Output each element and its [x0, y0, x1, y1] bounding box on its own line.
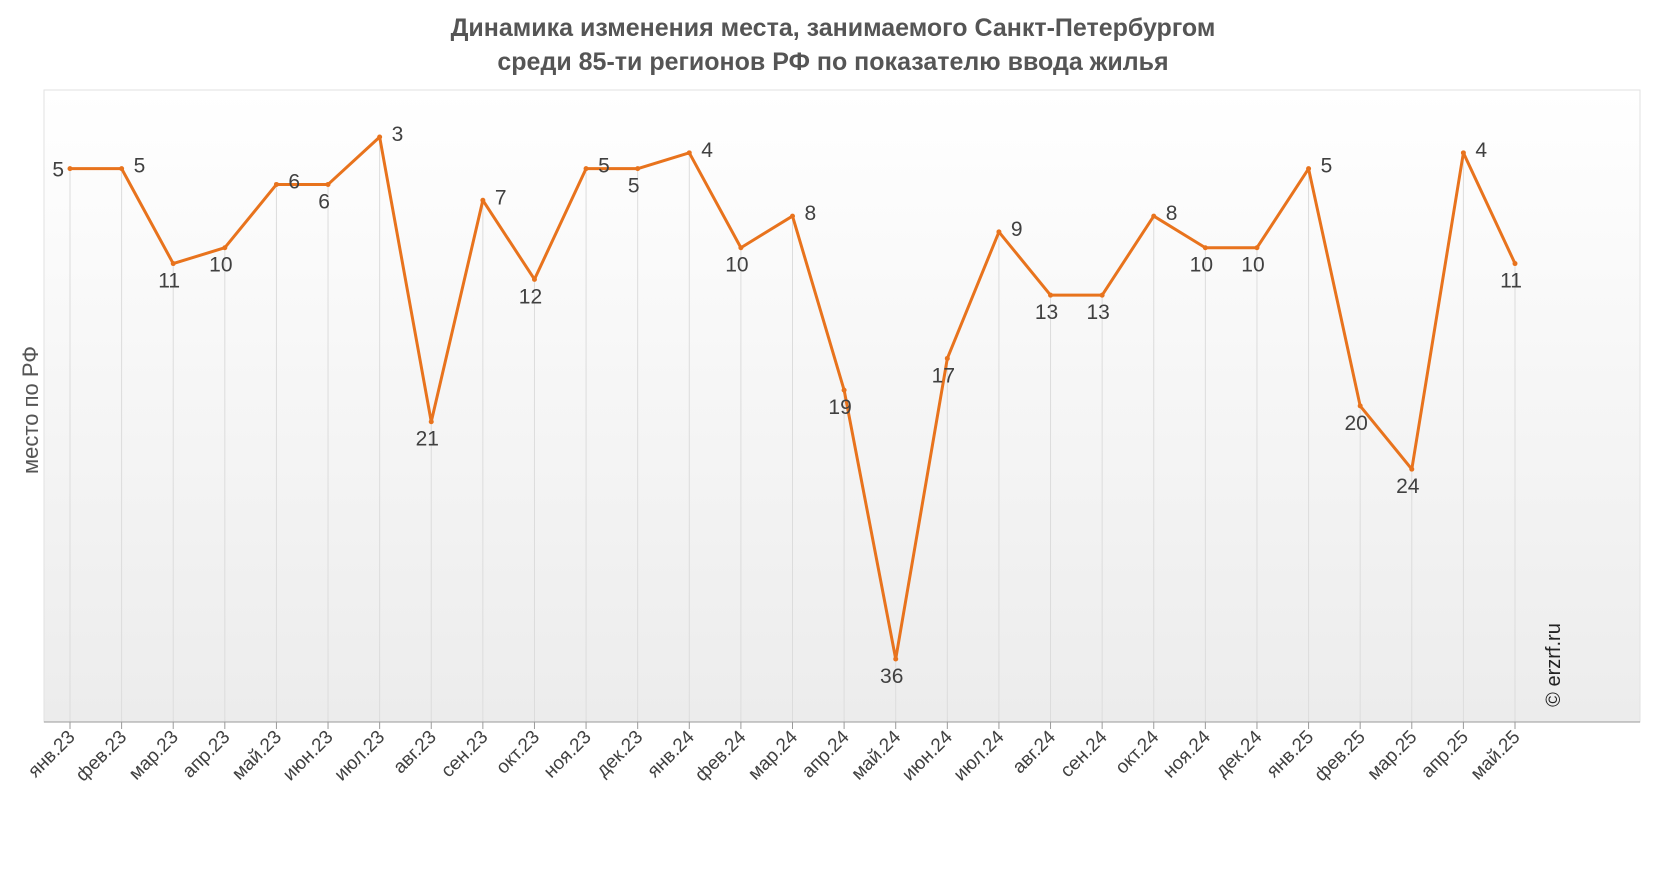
- data-label: 19: [828, 396, 851, 419]
- x-tick-label: янв.24: [643, 726, 699, 782]
- data-label: 9: [1011, 218, 1023, 241]
- data-point: [996, 229, 1002, 235]
- data-point: [1409, 466, 1415, 472]
- x-tick-label: июн.23: [279, 727, 338, 786]
- data-label: 20: [1344, 412, 1367, 435]
- data-label: 5: [52, 159, 64, 182]
- data-point: [686, 150, 692, 156]
- data-label: 8: [1166, 202, 1178, 225]
- x-tick-label: сен.24: [1057, 726, 1112, 781]
- data-point: [1254, 245, 1260, 251]
- x-tick-label: фев.25: [1311, 727, 1370, 786]
- x-tick-label: май.23: [228, 727, 286, 785]
- data-label: 13: [1035, 301, 1058, 324]
- data-point: [428, 419, 434, 425]
- data-point: [480, 197, 486, 203]
- data-point: [1306, 166, 1312, 172]
- data-point: [1048, 292, 1054, 298]
- chart-title-line-2: среди 85-ти регионов РФ по показателю вв…: [497, 48, 1169, 76]
- data-point: [377, 134, 383, 140]
- x-tick-label: окт.23: [492, 727, 544, 779]
- x-tick-label: апр.23: [179, 727, 235, 783]
- data-point: [1151, 213, 1157, 219]
- data-label: 11: [1500, 270, 1522, 293]
- data-point: [67, 166, 73, 172]
- x-tick-label: июл.23: [331, 727, 390, 786]
- data-point: [1512, 261, 1518, 267]
- data-point: [222, 245, 228, 251]
- x-tick-label: фев.24: [691, 726, 750, 785]
- x-tick-label: ноя.23: [540, 727, 596, 783]
- data-point: [119, 166, 125, 172]
- x-tick-label: авг.23: [389, 727, 440, 778]
- data-point: [841, 387, 847, 393]
- x-tick-label: мар.23: [125, 727, 183, 785]
- x-tick-label: апр.25: [1417, 727, 1473, 783]
- x-tick-label: июн.24: [898, 726, 957, 785]
- data-point: [1460, 150, 1466, 156]
- data-label: 13: [1086, 301, 1109, 324]
- data-point: [944, 355, 950, 361]
- x-tick-label: янв.23: [24, 727, 79, 782]
- data-label: 8: [805, 202, 817, 225]
- data-label: 3: [392, 123, 404, 146]
- data-label: 5: [1321, 155, 1333, 178]
- data-label: 11: [158, 270, 180, 293]
- x-tick-label: дек.23: [592, 727, 647, 782]
- data-label: 5: [134, 155, 146, 178]
- data-label: 7: [495, 186, 507, 209]
- data-label: 6: [288, 170, 300, 193]
- data-label: 12: [519, 285, 542, 308]
- data-label: 36: [880, 665, 903, 688]
- data-point: [1202, 245, 1208, 251]
- data-label: 4: [1475, 139, 1487, 162]
- data-label: 10: [1190, 254, 1213, 277]
- data-label: 17: [932, 364, 955, 387]
- x-tick-label: май.24: [848, 726, 906, 784]
- data-label: 5: [598, 155, 610, 178]
- chart-title-line-1: Динамика изменения места, занимаемого Са…: [450, 14, 1216, 42]
- data-point: [635, 166, 641, 172]
- data-point: [531, 276, 537, 282]
- data-label: 24: [1396, 475, 1420, 498]
- data-label: 10: [209, 254, 232, 277]
- x-tick-label: сен.23: [437, 727, 492, 782]
- data-point: [738, 245, 744, 251]
- data-label: 4: [701, 139, 713, 162]
- y-axis-label: место по РФ: [18, 346, 43, 474]
- data-label: 6: [318, 190, 330, 213]
- data-label: 10: [725, 254, 748, 277]
- data-point: [325, 181, 331, 187]
- data-label: 21: [416, 428, 439, 451]
- x-tick-label: ноя.24: [1159, 726, 1215, 782]
- credit-text: © erzrf.ru: [1543, 623, 1565, 707]
- x-tick-label: авг.24: [1009, 726, 1061, 778]
- data-point: [583, 166, 589, 172]
- data-point: [170, 261, 176, 267]
- x-tick-label: окт.24: [1112, 726, 1164, 778]
- data-point: [790, 213, 795, 219]
- data-point: [273, 181, 279, 187]
- x-tick-label: май.25: [1467, 727, 1525, 785]
- data-point: [1099, 292, 1105, 298]
- x-tick-label: мар.24: [744, 726, 802, 784]
- x-tick-label: янв.25: [1263, 727, 1318, 782]
- data-point: [1357, 403, 1363, 409]
- plot-area: [43, 89, 1641, 723]
- data-label: 5: [628, 175, 640, 198]
- x-tick-label: июл.24: [950, 726, 1009, 785]
- x-tick-label: фев.23: [72, 727, 131, 786]
- x-tick-label: дек.24: [1212, 726, 1267, 781]
- x-tick-label: мар.25: [1364, 727, 1422, 785]
- data-point: [893, 656, 899, 662]
- x-tick-label: апр.24: [798, 726, 854, 782]
- data-label: 10: [1241, 254, 1264, 277]
